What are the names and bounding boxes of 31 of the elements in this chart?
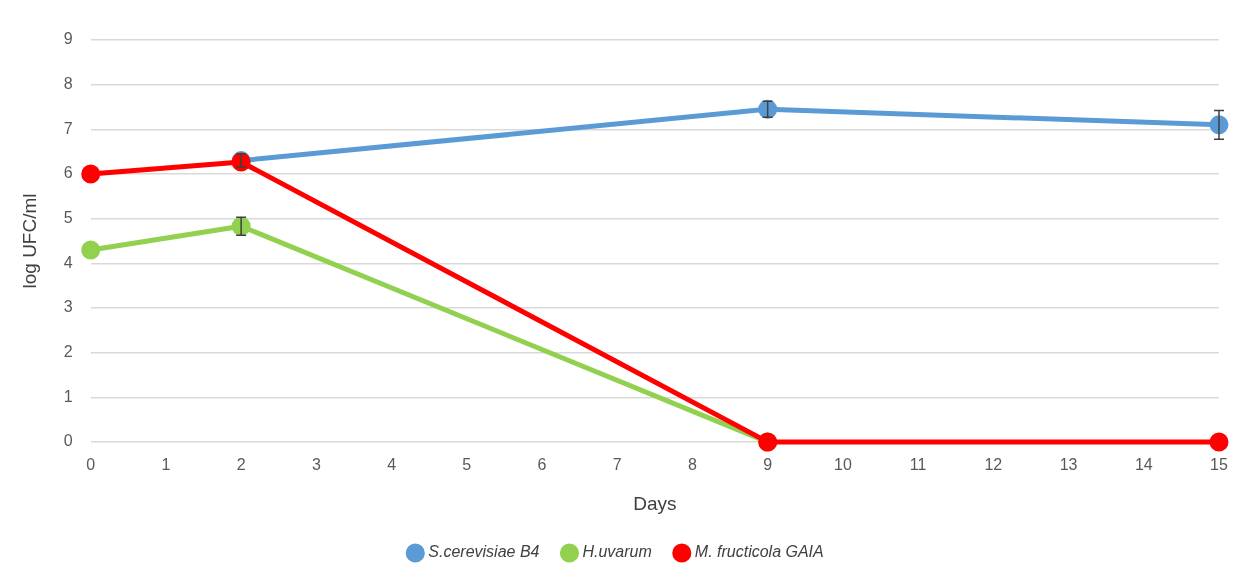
x-tick-label: 9 <box>763 456 773 474</box>
y-tick-label: 6 <box>63 164 73 182</box>
y-tick-label: 9 <box>63 30 73 48</box>
x-tick-label: 7 <box>612 456 622 474</box>
x-tick-label: 12 <box>984 456 1003 474</box>
x-tick-label: 14 <box>1134 456 1153 474</box>
legend-label: H.uvarum <box>582 543 652 561</box>
x-tick-label: 3 <box>311 456 321 474</box>
x-tick-label: 15 <box>1210 456 1228 474</box>
y-tick-label: 0 <box>63 432 73 450</box>
x-tick-label: 13 <box>1059 456 1078 474</box>
y-tick-label: 8 <box>63 75 73 93</box>
y-tick-label: 1 <box>63 387 73 405</box>
y-axis-title: log UFC/ml <box>18 193 40 289</box>
legend-label: S.cerevisiae B4 <box>428 543 540 561</box>
x-tick-label: 5 <box>462 456 472 474</box>
x-tick-label: 2 <box>236 456 246 474</box>
y-tick-label: 7 <box>63 119 73 137</box>
x-tick-label: 10 <box>834 456 852 474</box>
legend-label: M. fructicola GAIA <box>694 543 824 561</box>
x-tick-label: 11 <box>909 456 927 474</box>
x-tick-label: 0 <box>86 456 96 474</box>
y-tick-label: 3 <box>63 298 73 316</box>
y-tick-label: 4 <box>63 253 73 271</box>
x-tick-label: 8 <box>688 456 698 474</box>
y-tick-label: 5 <box>63 209 73 227</box>
x-axis-title: Days <box>633 492 677 514</box>
x-tick-label: 6 <box>537 456 547 474</box>
x-tick-label: 1 <box>161 456 171 474</box>
y-tick-label: 2 <box>63 343 73 361</box>
x-tick-label: 4 <box>387 456 397 474</box>
